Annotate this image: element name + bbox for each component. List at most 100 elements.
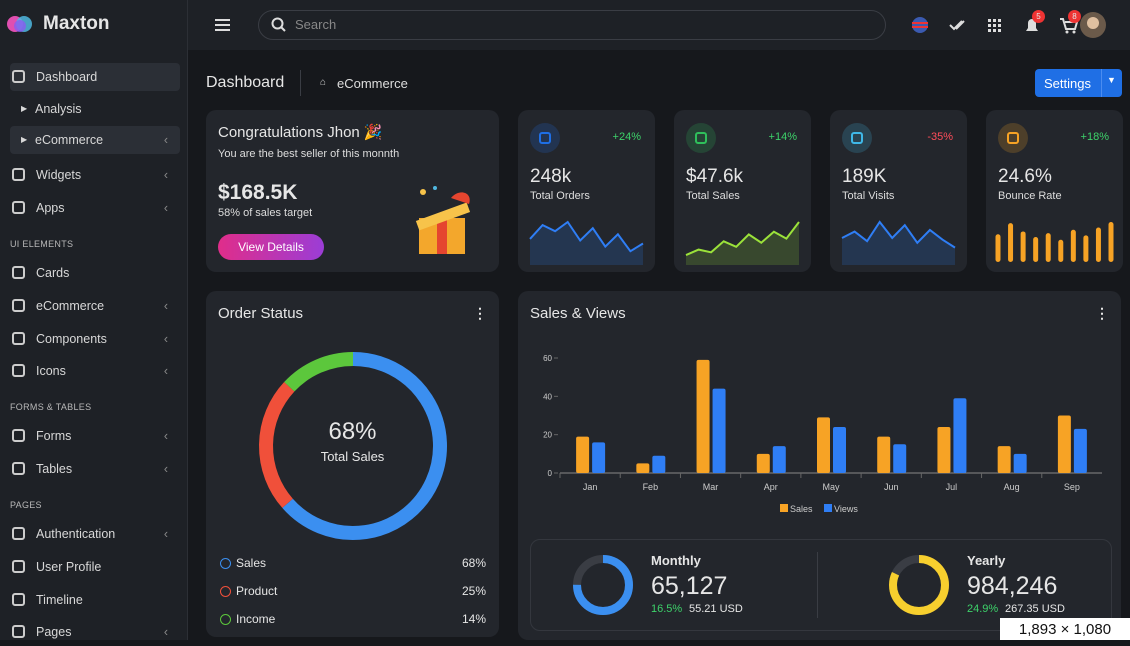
more-menu[interactable]: ⋮ (473, 305, 487, 321)
menu-icon (12, 429, 25, 442)
breadcrumb[interactable]: eCommerce (337, 76, 408, 91)
spark-bar (1095, 227, 1101, 262)
menu-icon (12, 462, 25, 475)
menu-icon[interactable] (214, 17, 232, 33)
stat-card: +18% 24.6% Bounce Rate (986, 110, 1123, 272)
menu-item[interactable]: Analysis ▶ (10, 95, 180, 123)
bar (893, 444, 907, 473)
donut-center-value: 68% (328, 418, 377, 445)
bar (696, 359, 710, 473)
menu-icon (12, 299, 25, 312)
spark-bar (995, 234, 1001, 262)
progress-ring (889, 555, 949, 615)
stat-label: Total Sales (686, 190, 740, 202)
chevron: ‹ (163, 201, 168, 215)
menu-icon (12, 168, 25, 181)
search-box[interactable]: Search (258, 10, 886, 40)
menu-item[interactable]: Pages ‹ (10, 618, 180, 646)
menu-item[interactable]: Apps ‹ (10, 194, 180, 222)
legend-label: Product (236, 584, 278, 598)
congrats-card: Congratulations Jhon 🎉 You are the best … (206, 110, 499, 272)
chevron: ‹ (163, 462, 168, 476)
menu-item[interactable]: Authentication ‹ (10, 520, 180, 548)
summary-amount: 267.35 USD (1005, 603, 1065, 615)
more-menu[interactable]: ⋮ (1095, 305, 1109, 321)
menu-icon (12, 593, 25, 606)
legend-swatch (824, 504, 832, 512)
sparkline-area (530, 222, 643, 265)
sparkline (529, 220, 644, 265)
spark-bar (1070, 229, 1076, 262)
spark-bar (1108, 222, 1114, 262)
donut-chart (259, 352, 447, 540)
bar (636, 463, 650, 473)
menu-icon (12, 527, 25, 540)
menu-item[interactable]: User Profile (10, 553, 180, 581)
bar (756, 453, 770, 473)
congrats-subtitle: You are the best seller of this monnth (218, 148, 400, 160)
y-tick-label: 0 (548, 469, 553, 478)
x-tick-label: Jul (946, 482, 958, 492)
x-tick-label: Sep (1064, 482, 1080, 492)
chevron: ‹ (163, 364, 168, 378)
legend-label: Sales (790, 504, 813, 514)
menu-item[interactable]: Dashboard (10, 63, 180, 91)
spark-bar (1033, 237, 1039, 262)
spark-bar (1045, 233, 1051, 262)
spark-bar (1008, 223, 1014, 262)
topbar: Search 5 8 (188, 0, 1130, 50)
sparkline-line (841, 220, 956, 249)
menu-item[interactable]: Forms ‹ (10, 422, 180, 450)
chevron: ‹ (163, 133, 168, 147)
icon-glyph (695, 132, 707, 144)
section-header: FORMS & TABLES (10, 402, 92, 412)
y-tick-label: 20 (543, 431, 552, 440)
view-details-button[interactable]: View Details (218, 234, 324, 260)
chevron: ‹ (163, 168, 168, 182)
icon-glyph (539, 132, 551, 144)
legend-value: 14% (461, 612, 486, 626)
menu-icon (12, 332, 25, 345)
gift-illustration (415, 186, 471, 254)
menu-icon (12, 625, 25, 638)
bar-chart: 0 20 40 60 Jan Feb Mar Apr May Jun Jul Aug Sep Sales V… (543, 354, 1102, 514)
stat-label: Total Orders (530, 190, 590, 202)
legend-value: 25% (461, 584, 486, 598)
summary-label: Monthly (651, 553, 701, 568)
settings-button[interactable]: Settings ▼ (1035, 69, 1122, 97)
menu-item[interactable]: eCommerce ‹ (10, 292, 180, 320)
menu-item[interactable]: Components ‹ (10, 325, 180, 353)
summary-amount: 55.21 USD (689, 603, 743, 615)
sales-views-title: Sales & Views (530, 305, 626, 322)
divider (1101, 69, 1102, 97)
bar (817, 417, 830, 473)
notification-badge: 5 (1032, 10, 1045, 23)
icon-glyph (851, 132, 863, 144)
search-placeholder: Search (295, 17, 337, 32)
order-status-title: Order Status (218, 305, 304, 322)
stat-value: 24.6% (998, 166, 1052, 187)
legend-label: Views (834, 504, 858, 514)
bar (1057, 415, 1071, 473)
stat-value: 248k (530, 166, 572, 187)
summary-value: 984,246 (967, 572, 1058, 600)
stat-icon (686, 123, 716, 153)
donut-segment (282, 352, 447, 540)
menu-item[interactable]: Tables ‹ (10, 455, 180, 483)
section-header: UI ELEMENTS (10, 239, 74, 249)
logo (7, 16, 32, 32)
bar (592, 442, 606, 473)
legend-marker (220, 558, 231, 569)
spark-bar (1020, 231, 1026, 262)
sparkline (685, 221, 800, 265)
menu-item[interactable]: Cards (10, 259, 180, 287)
menu-item[interactable]: Widgets ‹ (10, 161, 180, 189)
chevron: ‹ (163, 625, 168, 639)
chevron: ‹ (163, 332, 168, 346)
menu-item[interactable]: Icons ‹ (10, 357, 180, 385)
chevron: ‹ (163, 527, 168, 541)
menu-item[interactable]: eCommerce ▶ ‹ (10, 126, 180, 154)
bullet: ▶ (21, 135, 28, 144)
caret: ▼ (1107, 75, 1116, 85)
menu-item[interactable]: Timeline (10, 586, 180, 614)
